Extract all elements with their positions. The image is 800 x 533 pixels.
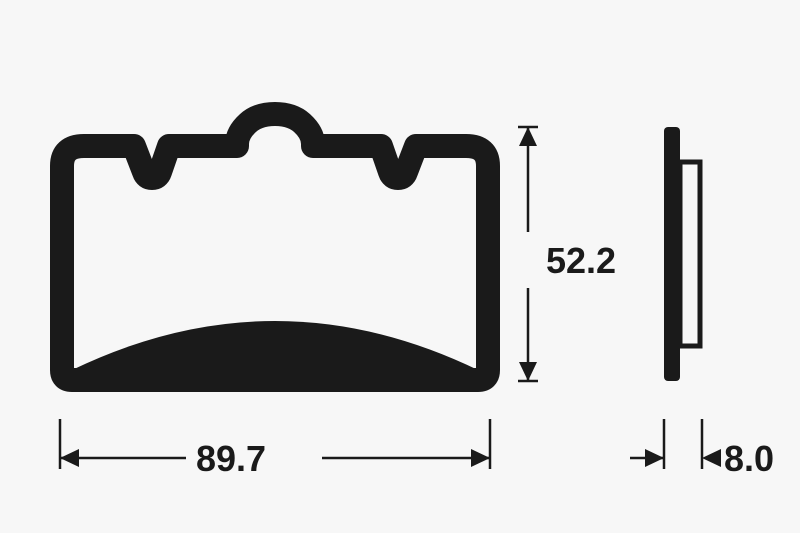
- thickness-value: 8.0: [724, 438, 774, 480]
- width-value: 89.7: [196, 438, 266, 480]
- mounting-hole: [264, 136, 286, 158]
- brake-pad-front-view: [62, 114, 488, 380]
- height-value: 52.2: [546, 240, 616, 282]
- height-dimension: [518, 127, 538, 381]
- thickness-dimension: [630, 419, 721, 469]
- pad-inner-arc: [72, 321, 478, 380]
- friction-material: [680, 162, 700, 346]
- brake-pad-side-view: [664, 127, 700, 381]
- technical-drawing: [0, 0, 800, 533]
- width-dimension: [60, 419, 490, 469]
